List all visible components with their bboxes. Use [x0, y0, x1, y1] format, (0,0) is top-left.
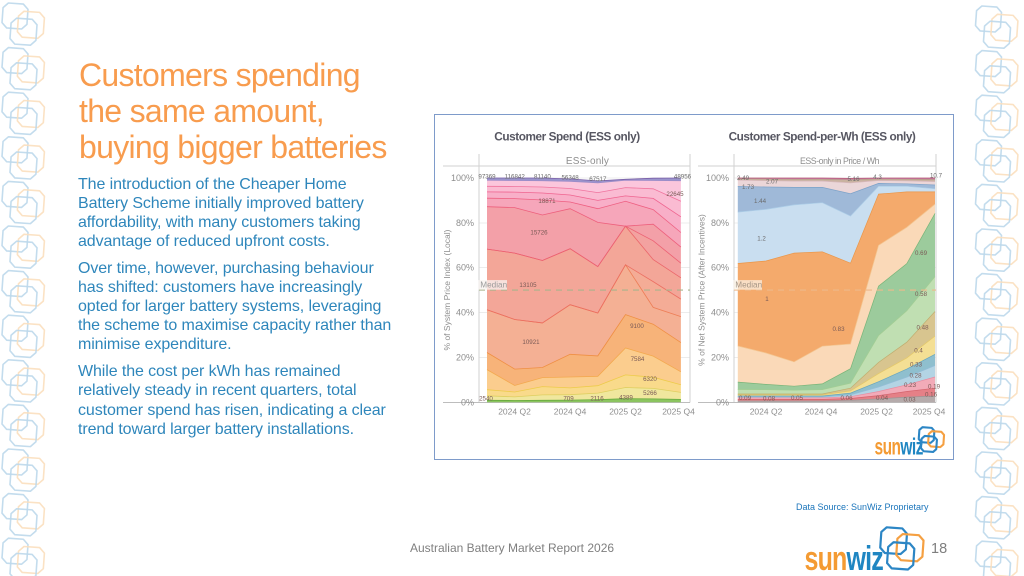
svg-text:2025 Q4: 2025 Q4 — [662, 406, 695, 416]
svg-text:% of Net System Price (After I: % of Net System Price (After Incentives) — [696, 214, 706, 366]
svg-text:Customer Spend (ESS only): Customer Spend (ESS only) — [494, 129, 640, 143]
svg-text:97369: 97369 — [478, 173, 496, 180]
svg-text:0.69: 0.69 — [914, 250, 927, 257]
svg-text:0%: 0% — [715, 397, 728, 407]
svg-text:0.16: 0.16 — [924, 391, 937, 398]
svg-text:20%: 20% — [455, 352, 473, 362]
svg-text:2024 Q2: 2024 Q2 — [749, 406, 782, 416]
svg-text:0.06: 0.06 — [840, 395, 853, 402]
svg-text:2025 Q4: 2025 Q4 — [912, 406, 945, 416]
svg-text:2540: 2540 — [479, 395, 493, 402]
svg-text:0.09: 0.09 — [738, 395, 751, 402]
svg-text:5.16: 5.16 — [847, 176, 860, 183]
svg-text:ESS-only: ESS-only — [565, 156, 608, 167]
svg-text:10.7: 10.7 — [929, 172, 942, 179]
svg-text:0.03: 0.03 — [903, 396, 916, 403]
svg-text:56348: 56348 — [561, 174, 579, 181]
svg-text:0.83: 0.83 — [832, 326, 845, 333]
svg-text:4.3: 4.3 — [873, 174, 882, 181]
svg-text:ESS-only in Price / Wh: ESS-only in Price / Wh — [799, 156, 879, 166]
svg-text:81140: 81140 — [534, 173, 551, 180]
svg-text:0.23: 0.23 — [903, 382, 916, 389]
svg-text:22645: 22645 — [666, 191, 684, 198]
svg-text:60%: 60% — [455, 262, 473, 272]
svg-text:40%: 40% — [710, 307, 728, 317]
svg-text:15726: 15726 — [530, 229, 548, 236]
svg-text:0.08: 0.08 — [762, 395, 775, 402]
svg-text:80%: 80% — [710, 217, 728, 227]
svg-text:Median: Median — [480, 280, 507, 289]
svg-text:18871: 18871 — [538, 198, 556, 205]
svg-text:0.33: 0.33 — [909, 361, 922, 368]
svg-text:0.05: 0.05 — [790, 395, 803, 402]
svg-text:0.4: 0.4 — [914, 347, 923, 354]
svg-text:67517: 67517 — [589, 176, 607, 183]
svg-text:1.2: 1.2 — [757, 235, 766, 242]
svg-text:5266: 5266 — [643, 390, 657, 397]
svg-text:7584: 7584 — [630, 356, 644, 363]
svg-text:2.49: 2.49 — [736, 174, 749, 181]
svg-text:2025 Q2: 2025 Q2 — [860, 406, 893, 416]
svg-text:0.28: 0.28 — [909, 372, 922, 379]
svg-text:2024 Q4: 2024 Q4 — [804, 406, 837, 416]
svg-text:2116: 2116 — [590, 395, 604, 402]
svg-text:48956: 48956 — [673, 173, 691, 180]
svg-text:4389: 4389 — [619, 394, 633, 401]
svg-text:% of System Price Index (Local: % of System Price Index (Local) — [442, 229, 452, 350]
svg-text:6320: 6320 — [643, 376, 657, 383]
svg-text:0.04: 0.04 — [875, 395, 888, 402]
svg-text:sunwiz: sunwiz — [874, 434, 923, 460]
svg-text:2024 Q4: 2024 Q4 — [553, 406, 586, 416]
svg-text:9100: 9100 — [630, 323, 644, 330]
svg-text:13105: 13105 — [519, 282, 537, 289]
svg-text:80%: 80% — [455, 217, 473, 227]
svg-text:0.19: 0.19 — [927, 383, 940, 390]
svg-text:10921: 10921 — [522, 339, 540, 346]
svg-text:100%: 100% — [705, 173, 728, 183]
svg-text:20%: 20% — [710, 352, 728, 362]
svg-text:100%: 100% — [450, 173, 473, 183]
svg-text:0.48: 0.48 — [916, 324, 929, 331]
svg-text:2.07: 2.07 — [765, 178, 778, 185]
svg-text:60%: 60% — [710, 262, 728, 272]
svg-text:Median: Median — [735, 280, 762, 289]
svg-text:116842: 116842 — [504, 173, 525, 180]
svg-text:2024 Q2: 2024 Q2 — [498, 406, 531, 416]
svg-text:1.44: 1.44 — [753, 198, 766, 205]
svg-text:709: 709 — [563, 395, 574, 402]
svg-text:40%: 40% — [455, 307, 473, 317]
svg-text:1: 1 — [765, 296, 769, 303]
svg-text:2025 Q2: 2025 Q2 — [609, 406, 642, 416]
svg-text:0.58: 0.58 — [914, 291, 927, 298]
svg-text:1.73: 1.73 — [741, 184, 754, 191]
svg-text:Customer Spend-per-Wh (ESS onl: Customer Spend-per-Wh (ESS only) — [728, 129, 915, 143]
svg-text:0%: 0% — [460, 397, 473, 407]
